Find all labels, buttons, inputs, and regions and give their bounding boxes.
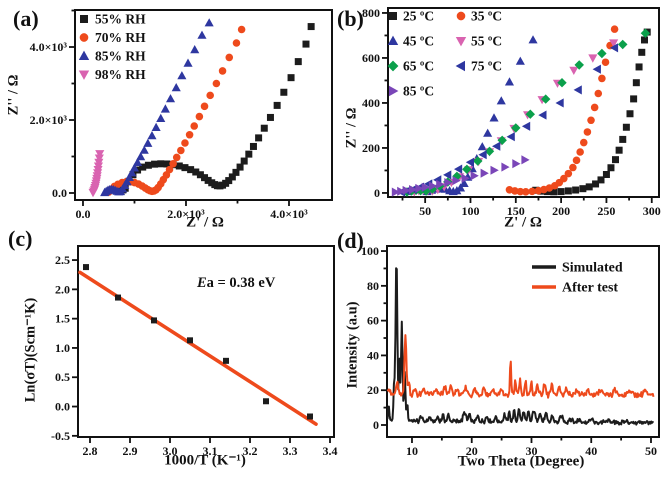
series-55-rh bbox=[117, 23, 315, 196]
svg-text:2.0×10³: 2.0×10³ bbox=[30, 113, 68, 127]
svg-text:10: 10 bbox=[406, 444, 418, 458]
svg-text:55 ºC: 55 ºC bbox=[471, 34, 502, 49]
svg-text:30: 30 bbox=[525, 444, 537, 458]
svg-text:85% RH: 85% RH bbox=[95, 49, 146, 64]
svg-text:After test: After test bbox=[562, 281, 618, 296]
svg-text:2.5: 2.5 bbox=[55, 253, 70, 267]
panel-b-plot: 50 100 150 200 250 300 0 200 400 600 800 25 ºC 35 ºC… bbox=[362, 6, 661, 218]
svg-text:40: 40 bbox=[585, 444, 597, 458]
svg-text:0.0: 0.0 bbox=[75, 207, 90, 221]
panel-b-ticks bbox=[382, 12, 653, 203]
panel-c-ylabel: Ln(σT)(Scm⁻¹K) bbox=[22, 297, 39, 403]
panel-b-letter: (b) bbox=[337, 6, 364, 31]
panel-a-ticks bbox=[69, 9, 290, 206]
panel-a-ylabel: Z'' / Ω bbox=[5, 74, 22, 116]
activation-energy-annotation: Ea = 0.38 eV bbox=[197, 275, 275, 292]
panel-c-ticks bbox=[72, 259, 331, 443]
svg-text:-0.5: -0.5 bbox=[51, 429, 70, 443]
svg-text:150: 150 bbox=[507, 204, 525, 218]
panel-a-frame bbox=[74, 9, 333, 201]
panel-d-ylabel: Intensity (a.u) bbox=[344, 301, 361, 389]
svg-text:4.0×10³: 4.0×10³ bbox=[30, 40, 68, 54]
series-98-rh bbox=[88, 150, 105, 198]
svg-text:2.8: 2.8 bbox=[83, 444, 98, 458]
panel-a-legend: 55% RH 70% RH 85% RH 98% RH bbox=[78, 12, 146, 82]
svg-text:45 ºC: 45 ºC bbox=[403, 34, 434, 49]
svg-text:200: 200 bbox=[362, 141, 380, 155]
svg-text:65 ºC: 65 ºC bbox=[403, 59, 434, 74]
panel-d-frame bbox=[386, 245, 660, 438]
svg-text:300: 300 bbox=[643, 204, 661, 218]
panel-b-xlabel: Z' / Ω bbox=[504, 214, 542, 231]
svg-text:50: 50 bbox=[419, 204, 431, 218]
svg-text:3.4: 3.4 bbox=[323, 444, 338, 458]
svg-text:4.0×10³: 4.0×10³ bbox=[270, 207, 308, 221]
panel-c-frame bbox=[77, 245, 335, 438]
svg-text:20: 20 bbox=[466, 444, 478, 458]
svg-text:600: 600 bbox=[362, 51, 380, 65]
svg-text:25 ºC: 25 ºC bbox=[403, 9, 434, 24]
svg-text:3.1: 3.1 bbox=[203, 444, 218, 458]
panel-d-xlabel: Two Theta (Degree) bbox=[457, 453, 585, 470]
svg-text:55% RH: 55% RH bbox=[95, 12, 146, 27]
svg-text:75 ºC: 75 ºC bbox=[471, 59, 502, 74]
annotation-e-symbol: E bbox=[197, 275, 207, 291]
svg-text:40: 40 bbox=[367, 348, 379, 362]
svg-text:35 ºC: 35 ºC bbox=[471, 9, 502, 24]
svg-text:85 ºC: 85 ºC bbox=[403, 84, 434, 99]
svg-text:60: 60 bbox=[367, 314, 379, 328]
svg-text:0.5: 0.5 bbox=[55, 370, 70, 384]
annotation-value: a = 0.38 eV bbox=[206, 275, 276, 291]
series-55-c bbox=[409, 39, 619, 197]
panel-a-xlabel: Z' / Ω bbox=[186, 214, 224, 231]
panel-c-letter: (c) bbox=[8, 226, 33, 251]
svg-text:3.0: 3.0 bbox=[163, 444, 178, 458]
svg-text:0: 0 bbox=[373, 418, 379, 432]
panel-d-plot: 10 20 30 40 50 0 20 40 60 80 100 Simulated After tes… bbox=[361, 244, 660, 458]
panel-b-legend: 25 ºC 35 ºC 45 ºC 55 ºC 65 ºC 75 ºC 85 ºC bbox=[387, 9, 502, 99]
panel-a-plot: 0.0 2.0×10³ 4.0×10³ 0.0 2.0×10³ 4.0×10³ 55% RH… bbox=[30, 9, 333, 221]
svg-text:800: 800 bbox=[362, 6, 380, 20]
svg-text:0.0: 0.0 bbox=[52, 186, 67, 200]
panel-b-ylabel: Z'' / Ω bbox=[343, 107, 360, 149]
panel-d-ticks bbox=[381, 250, 652, 443]
svg-text:Simulated: Simulated bbox=[562, 261, 623, 276]
svg-text:200: 200 bbox=[552, 204, 570, 218]
svg-text:50: 50 bbox=[645, 444, 657, 458]
svg-text:80: 80 bbox=[367, 279, 379, 293]
svg-text:20: 20 bbox=[367, 383, 379, 397]
panel-d-letter: (d) bbox=[337, 228, 364, 253]
svg-text:1.0: 1.0 bbox=[55, 341, 70, 355]
svg-text:70% RH: 70% RH bbox=[95, 30, 146, 45]
series-85-c bbox=[391, 155, 530, 197]
svg-text:100: 100 bbox=[361, 244, 379, 258]
panel-c-plot: 2.8 2.9 3.0 3.1 3.2 3.3 3.4 -0.5 0.0 0.5 1.0 1.5 2.0… bbox=[51, 245, 338, 458]
svg-text:3.3: 3.3 bbox=[283, 444, 298, 458]
svg-text:2.0: 2.0 bbox=[55, 282, 70, 296]
panel-c-xlabel: 1000/T (K⁻¹) bbox=[164, 452, 246, 469]
series-25-c bbox=[532, 28, 651, 196]
panel-d-legend: Simulated After test bbox=[532, 261, 623, 296]
series-simulated bbox=[387, 267, 655, 426]
svg-text:2.9: 2.9 bbox=[123, 444, 138, 458]
series-85-rh bbox=[100, 18, 214, 197]
series-35-c bbox=[505, 25, 619, 196]
series-after-test bbox=[387, 334, 655, 399]
svg-text:250: 250 bbox=[597, 204, 615, 218]
svg-text:1.5: 1.5 bbox=[55, 312, 70, 326]
svg-text:98% RH: 98% RH bbox=[95, 67, 146, 82]
panel-a-letter: (a) bbox=[13, 6, 39, 31]
svg-text:3.2: 3.2 bbox=[243, 444, 258, 458]
series-ln-t-data bbox=[83, 264, 313, 420]
svg-text:2.0×10³: 2.0×10³ bbox=[167, 207, 205, 221]
svg-text:0: 0 bbox=[374, 186, 380, 200]
svg-text:400: 400 bbox=[362, 96, 380, 110]
svg-text:0.0: 0.0 bbox=[55, 400, 70, 414]
svg-text:100: 100 bbox=[461, 204, 479, 218]
